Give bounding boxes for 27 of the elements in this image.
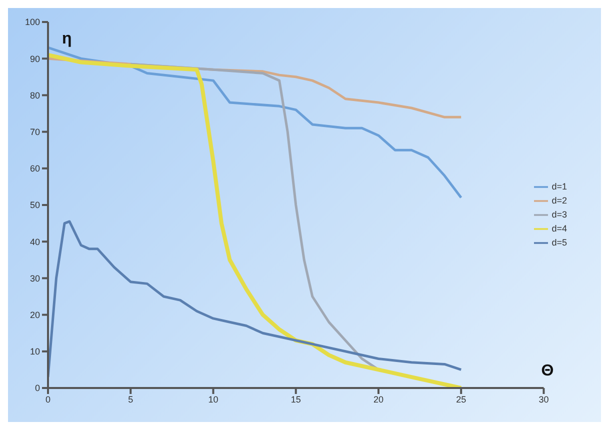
line-series [48,52,464,388]
x-tick-label: 5 [128,394,134,404]
y-tick-label: 30 [30,273,40,284]
legend-label: d=2 [552,195,567,206]
y-tick-label: 80 [30,90,40,100]
x-tick-label: 15 [290,394,301,404]
y-tick-label: 10 [30,346,40,357]
legend-label: d=1 [552,181,567,192]
y-tick-label: 50 [30,200,40,210]
legend-label: d=5 [552,237,567,248]
x-tick-label: 25 [456,394,466,404]
y-tick-label: 70 [30,126,40,137]
x-tick-label: 20 [373,394,384,404]
x-tick-label: 0 [45,394,51,404]
y-tick-label: 20 [30,310,40,320]
legend-label: d=3 [552,209,567,220]
y-tick-label: 60 [30,164,40,174]
x-tick-label: 30 [538,394,549,404]
y-tick-label: 0 [34,383,40,394]
legend-label: d=4 [552,223,567,234]
y-axis-title: η [62,30,72,48]
y-tick-label: 40 [30,236,40,247]
y-tick-label: 100 [24,17,40,28]
line-series [48,220,462,378]
x-tick-label: 10 [208,394,218,404]
y-tick-label: 90 [30,54,40,64]
x-axis-title: Θ [541,362,554,380]
